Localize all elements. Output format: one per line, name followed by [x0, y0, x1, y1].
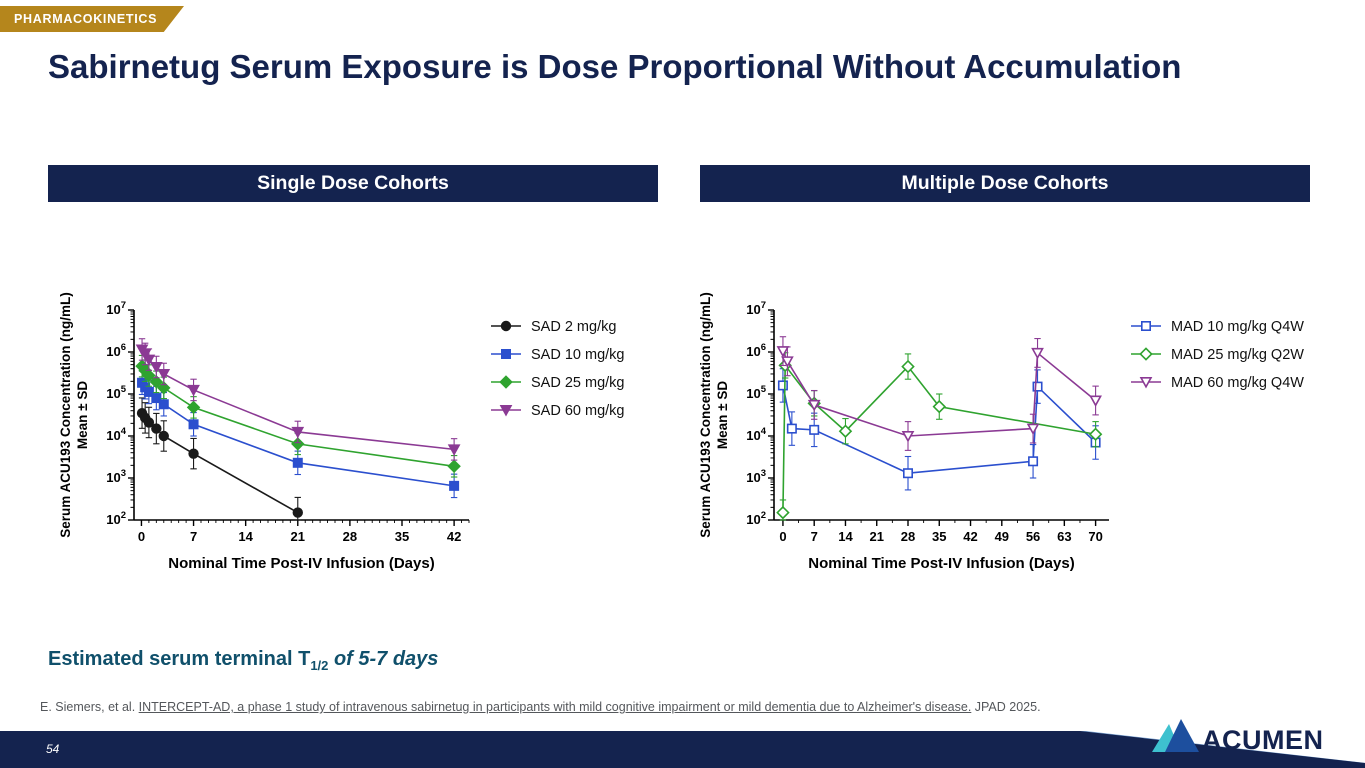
svg-text:SAD 25 mg/kg: SAD 25 mg/kg — [531, 375, 625, 391]
svg-text:MAD 25 mg/kg Q2W: MAD 25 mg/kg Q2W — [1171, 347, 1304, 363]
svg-text:SAD 10 mg/kg: SAD 10 mg/kg — [531, 347, 625, 363]
svg-text:28: 28 — [901, 529, 915, 544]
svg-text:MAD 10 mg/kg Q4W: MAD 10 mg/kg Q4W — [1171, 319, 1304, 335]
svg-text:102: 102 — [746, 510, 766, 527]
svg-text:63: 63 — [1057, 529, 1071, 544]
page-number: 54 — [46, 742, 60, 756]
svg-text:MAD 60 mg/kg Q4W: MAD 60 mg/kg Q4W — [1171, 375, 1304, 391]
section-tag: PHARMACOKINETICS — [0, 6, 184, 32]
svg-text:103: 103 — [746, 468, 766, 485]
svg-text:35: 35 — [395, 529, 409, 544]
svg-text:70: 70 — [1088, 529, 1102, 544]
svg-text:Serum ACU193 Concentration (ng: Serum ACU193 Concentration (ng/mL) — [698, 292, 713, 538]
svg-text:21: 21 — [869, 529, 883, 544]
logo-text: ACUMEN — [1202, 725, 1324, 755]
svg-text:Mean ± SD: Mean ± SD — [715, 381, 730, 449]
svg-text:Mean ± SD: Mean ± SD — [75, 381, 90, 449]
sad-concentration-chart: 102 103 104 105 106 107 0 7 14 21 28 35 42 Nominal Ti… — [58, 292, 625, 572]
svg-text:42: 42 — [963, 529, 977, 544]
svg-text:21: 21 — [291, 529, 305, 544]
svg-text:0: 0 — [779, 529, 786, 544]
svg-text:106: 106 — [106, 342, 126, 359]
mad-concentration-chart: 102 103 104 105 106 107 0 7 14 21 28 35 42 49 56 63 70 No… — [698, 292, 1304, 572]
svg-text:7: 7 — [190, 529, 197, 544]
svg-text:102: 102 — [106, 510, 126, 527]
svg-text:107: 107 — [106, 300, 126, 317]
page-title: Sabirnetug Serum Exposure is Dose Propor… — [48, 48, 1182, 85]
svg-text:Nominal Time Post-IV Infusion: Nominal Time Post-IV Infusion (Days) — [168, 555, 434, 572]
multiple-dose-header: Multiple Dose Cohorts — [700, 165, 1310, 202]
summary-suffix: of 5-7 days — [328, 648, 439, 670]
acumen-logo: ACUMEN — [1152, 719, 1324, 755]
svg-text:14: 14 — [838, 529, 853, 544]
svg-text:104: 104 — [106, 426, 126, 443]
svg-text:56: 56 — [1026, 529, 1040, 544]
summary-prefix: Estimated serum terminal T — [48, 648, 311, 670]
single-dose-header: Single Dose Cohorts — [48, 165, 658, 202]
svg-text:105: 105 — [746, 384, 766, 401]
svg-text:Serum ACU193 Concentration (ng: Serum ACU193 Concentration (ng/mL) — [58, 292, 73, 538]
svg-text:35: 35 — [932, 529, 946, 544]
svg-text:106: 106 — [746, 342, 766, 359]
citation: E. Siemers, et al. INTERCEPT-AD, a phase… — [40, 700, 1041, 714]
svg-text:SAD 60 mg/kg: SAD 60 mg/kg — [531, 403, 625, 419]
svg-text:104: 104 — [746, 426, 766, 443]
svg-text:Nominal Time Post-IV Infusion: Nominal Time Post-IV Infusion (Days) — [808, 555, 1074, 572]
summary-statement: Estimated serum terminal T1/2 of 5-7 day… — [48, 648, 438, 673]
logo-mountain-blue-icon — [1165, 719, 1199, 752]
svg-text:103: 103 — [106, 468, 126, 485]
svg-text:0: 0 — [138, 529, 145, 544]
svg-text:28: 28 — [343, 529, 357, 544]
svg-text:107: 107 — [746, 300, 766, 317]
svg-text:SAD 2 mg/kg: SAD 2 mg/kg — [531, 319, 616, 335]
citation-link[interactable]: INTERCEPT-AD, a phase 1 study of intrave… — [138, 700, 972, 714]
svg-text:14: 14 — [238, 529, 253, 544]
svg-text:7: 7 — [811, 529, 818, 544]
summary-subscript: 1/2 — [310, 658, 329, 673]
svg-text:105: 105 — [106, 384, 126, 401]
svg-text:49: 49 — [995, 529, 1009, 544]
footer-band — [0, 731, 1365, 768]
svg-text:42: 42 — [447, 529, 461, 544]
citation-journal: JPAD 2025. — [971, 700, 1041, 714]
footer-navy-band — [0, 731, 1365, 768]
citation-authors: E. Siemers, et al. — [40, 700, 139, 714]
